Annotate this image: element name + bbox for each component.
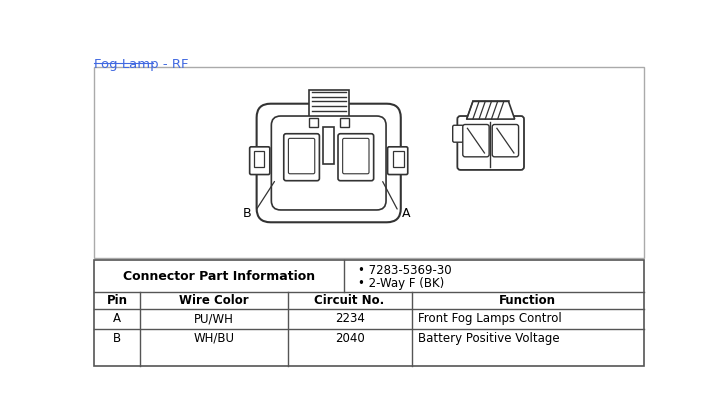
Text: Wire Color: Wire Color	[179, 294, 249, 308]
FancyBboxPatch shape	[463, 124, 489, 157]
Bar	[309, 117, 318, 127]
FancyBboxPatch shape	[256, 104, 401, 222]
FancyBboxPatch shape	[271, 116, 386, 210]
Text: • 2-Way F (BK): • 2-Way F (BK)	[358, 277, 444, 290]
Text: 2234: 2234	[335, 312, 364, 325]
Text: A: A	[402, 207, 411, 220]
FancyBboxPatch shape	[250, 147, 270, 175]
FancyBboxPatch shape	[289, 138, 315, 174]
Text: Fog Lamp - RF: Fog Lamp - RF	[94, 58, 189, 71]
Bar	[94, 67, 644, 258]
Text: B: B	[243, 207, 251, 220]
FancyBboxPatch shape	[338, 134, 374, 181]
Bar	[94, 260, 644, 366]
FancyBboxPatch shape	[284, 134, 320, 181]
Text: PU/WH: PU/WH	[194, 312, 234, 325]
FancyBboxPatch shape	[492, 124, 518, 157]
Bar	[393, 151, 404, 167]
FancyBboxPatch shape	[387, 147, 408, 175]
Text: Connector Part Information: Connector Part Information	[123, 270, 315, 283]
Text: Battery Positive Voltage: Battery Positive Voltage	[418, 332, 559, 345]
Bar	[340, 117, 349, 127]
Bar	[253, 151, 264, 167]
Text: A: A	[113, 312, 121, 325]
Text: Function: Function	[500, 294, 557, 308]
Bar	[323, 127, 334, 164]
Text: Pin: Pin	[107, 294, 127, 308]
Text: WH/BU: WH/BU	[194, 332, 235, 345]
Text: • 7283-5369-30: • 7283-5369-30	[358, 264, 451, 276]
Text: 2040: 2040	[335, 332, 364, 345]
Bar	[309, 90, 349, 121]
Text: Front Fog Lamps Control: Front Fog Lamps Control	[418, 312, 562, 325]
FancyBboxPatch shape	[453, 125, 464, 142]
Text: B: B	[113, 332, 121, 345]
Text: Circuit No.: Circuit No.	[315, 294, 384, 308]
Polygon shape	[467, 101, 515, 119]
FancyBboxPatch shape	[343, 138, 369, 174]
FancyBboxPatch shape	[457, 116, 524, 170]
